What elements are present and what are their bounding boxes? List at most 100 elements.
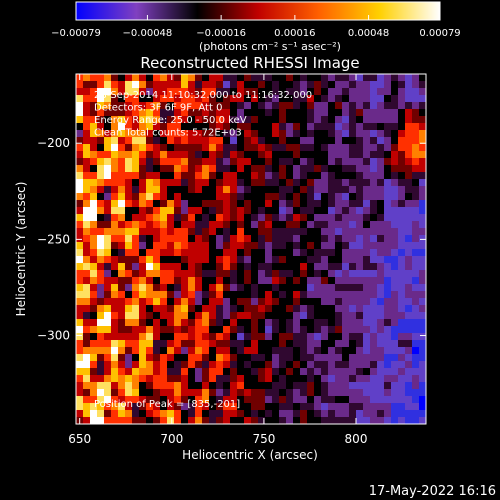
heatmap-cell xyxy=(286,347,294,355)
heatmap-cell xyxy=(272,228,280,236)
heatmap-cell xyxy=(76,298,84,306)
heatmap-cell xyxy=(167,249,175,257)
heatmap-cell xyxy=(153,207,161,215)
heatmap-cell xyxy=(146,319,154,327)
heatmap-cell xyxy=(202,102,210,110)
heatmap-cell xyxy=(391,193,399,201)
heatmap-cell xyxy=(321,116,329,124)
heatmap-cell xyxy=(209,270,217,278)
heatmap-cell xyxy=(342,396,350,404)
heatmap-cell xyxy=(153,123,161,131)
heatmap-cell xyxy=(244,116,252,124)
heatmap-cell xyxy=(97,347,105,355)
heatmap-cell xyxy=(195,214,203,222)
heatmap-cell xyxy=(265,74,273,82)
heatmap-cell xyxy=(391,137,399,145)
heatmap-cell xyxy=(216,109,224,117)
heatmap-cell xyxy=(321,123,329,131)
heatmap-cell xyxy=(377,333,385,341)
heatmap-cell xyxy=(321,172,329,180)
heatmap-cell xyxy=(202,368,210,376)
heatmap-cell xyxy=(195,109,203,117)
heatmap-cell xyxy=(251,326,259,334)
heatmap-cell xyxy=(328,354,336,362)
heatmap-cell xyxy=(265,368,273,376)
heatmap-cell xyxy=(377,305,385,313)
heatmap-cell xyxy=(90,284,98,292)
heatmap-cell xyxy=(279,179,287,187)
heatmap-cell xyxy=(258,165,266,173)
heatmap-cell xyxy=(293,165,301,173)
heatmap-cell xyxy=(90,144,98,152)
heatmap-cell xyxy=(104,158,112,166)
heatmap-cell xyxy=(391,333,399,341)
heatmap-cell xyxy=(202,298,210,306)
heatmap-cell xyxy=(293,116,301,124)
heatmap-cell xyxy=(356,200,364,208)
heatmap-cell xyxy=(153,333,161,341)
heatmap-cell xyxy=(286,130,294,138)
heatmap-cell xyxy=(90,228,98,236)
heatmap-cell xyxy=(160,347,168,355)
heatmap-cell xyxy=(370,368,378,376)
heatmap-cell xyxy=(195,186,203,194)
heatmap-cell xyxy=(307,151,315,159)
heatmap-cell xyxy=(279,116,287,124)
heatmap-cell xyxy=(328,284,336,292)
heatmap-cell xyxy=(377,116,385,124)
heatmap-cell xyxy=(181,396,189,404)
heatmap-cell xyxy=(419,207,426,215)
heatmap-cell xyxy=(335,95,343,103)
heatmap-cell xyxy=(272,256,280,264)
heatmap-cell xyxy=(146,326,154,334)
heatmap-cell xyxy=(419,305,426,313)
heatmap-cell xyxy=(300,228,308,236)
heatmap-cell xyxy=(104,130,112,138)
heatmap-cell xyxy=(251,277,259,285)
heatmap-cell xyxy=(342,95,350,103)
heatmap-cell xyxy=(286,186,294,194)
heatmap-cell xyxy=(265,81,273,89)
heatmap-cell xyxy=(279,193,287,201)
heatmap-cell xyxy=(342,382,350,390)
heatmap-cell xyxy=(300,368,308,376)
heatmap-cell xyxy=(258,417,266,424)
heatmap-cell xyxy=(370,340,378,348)
heatmap-cell xyxy=(188,410,196,418)
heatmap-cell xyxy=(125,249,133,257)
heatmap-cell xyxy=(167,326,175,334)
heatmap-cell xyxy=(307,116,315,124)
heatmap-cell xyxy=(188,375,196,383)
heatmap-cell xyxy=(216,312,224,320)
heatmap-cell xyxy=(76,242,84,250)
heatmap-cell xyxy=(230,116,238,124)
heatmap-cell xyxy=(244,193,252,201)
heatmap-cell xyxy=(258,298,266,306)
heatmap-cell xyxy=(377,291,385,299)
heatmap-cell xyxy=(230,410,238,418)
heatmap-cell xyxy=(349,410,357,418)
colorbar-tick-label: 0.00079 xyxy=(419,28,460,39)
heatmap-cell xyxy=(230,151,238,159)
heatmap-cell xyxy=(419,403,426,411)
heatmap-cell xyxy=(384,382,392,390)
heatmap-cell xyxy=(146,291,154,299)
heatmap-cell xyxy=(160,228,168,236)
heatmap-cell xyxy=(300,242,308,250)
heatmap-cell xyxy=(370,277,378,285)
heatmap-cell xyxy=(244,81,252,89)
heatmap-cell xyxy=(293,263,301,271)
heatmap-cell xyxy=(398,333,406,341)
heatmap-cell xyxy=(419,298,426,306)
heatmap-cell xyxy=(132,186,140,194)
heatmap-cell xyxy=(209,298,217,306)
heatmap-cell xyxy=(293,382,301,390)
heatmap-cell xyxy=(237,74,245,82)
heatmap-cell xyxy=(139,305,147,313)
heatmap-cell xyxy=(181,319,189,327)
heatmap-cell xyxy=(293,123,301,131)
heatmap-cell xyxy=(83,109,91,117)
heatmap-cell xyxy=(370,298,378,306)
heatmap-cell xyxy=(104,235,112,243)
heatmap-cell xyxy=(349,396,357,404)
